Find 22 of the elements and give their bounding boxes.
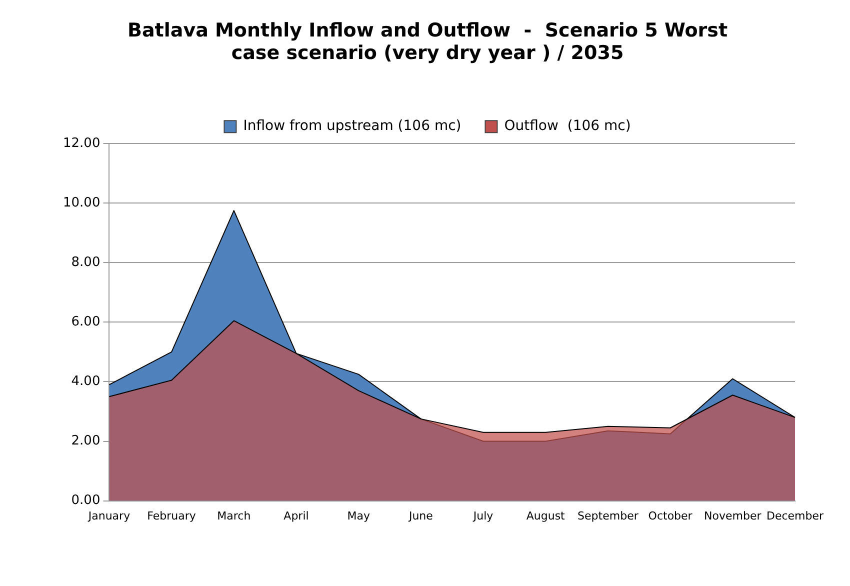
legend-label: Inflow from upstream (106 mc)	[243, 118, 462, 134]
x-tick-label: July	[472, 509, 494, 522]
y-tick-label: 8.00	[71, 255, 100, 270]
y-tick-label: 12.00	[63, 136, 100, 151]
x-tick-label: September	[578, 509, 639, 522]
y-tick-label: 6.00	[71, 314, 100, 330]
x-tick-label: October	[648, 509, 693, 522]
chart-title: Batlava Monthly Inflow and Outflow - Scenario 5 Worst case scenario (very dry year ) / 2035	[127, 19, 728, 64]
x-tick-label: June	[408, 509, 434, 522]
x-tick-label: December	[766, 509, 824, 522]
x-tick-label: August	[526, 509, 566, 522]
x-tick-label: May	[347, 509, 370, 522]
x-tick-label: January	[87, 509, 131, 522]
y-tick-label: 0.00	[71, 493, 100, 508]
legend-label: Outflow (106 mc)	[504, 118, 631, 134]
x-tick-label: March	[217, 509, 251, 522]
y-tick-label: 10.00	[63, 196, 100, 211]
y-tick-label: 2.00	[71, 434, 100, 449]
x-tick-label: February	[147, 509, 196, 522]
x-tick-label: April	[284, 509, 309, 522]
x-tick-label: November	[704, 509, 762, 522]
y-tick-label: 4.00	[71, 374, 100, 390]
